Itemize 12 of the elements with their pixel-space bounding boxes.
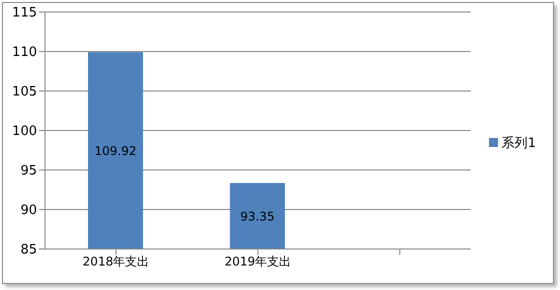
data-label: 109.92 xyxy=(94,144,136,158)
y-tick-label: 85 xyxy=(20,242,37,258)
x-tick-label: 2019年支出 xyxy=(224,254,292,269)
y-tick-label: 115 xyxy=(12,6,37,21)
y-tick-label: 110 xyxy=(12,45,37,60)
y-tick-label: 100 xyxy=(12,124,37,140)
legend-label: 系列1 xyxy=(502,136,536,150)
x-tick-label: 2018年支出 xyxy=(82,254,150,269)
y-tick-label: 95 xyxy=(20,164,37,179)
y-tick-label: 90 xyxy=(20,203,37,218)
y-tick-label: 105 xyxy=(12,84,37,100)
data-label: 93.35 xyxy=(240,209,275,224)
